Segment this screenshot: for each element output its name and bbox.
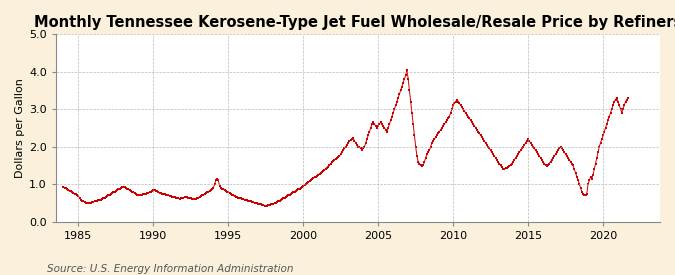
Title: Monthly Tennessee Kerosene-Type Jet Fuel Wholesale/Resale Price by Refiners: Monthly Tennessee Kerosene-Type Jet Fuel… [34,15,675,30]
Y-axis label: Dollars per Gallon: Dollars per Gallon [15,78,25,178]
Text: Source: U.S. Energy Information Administration: Source: U.S. Energy Information Administ… [47,264,294,274]
